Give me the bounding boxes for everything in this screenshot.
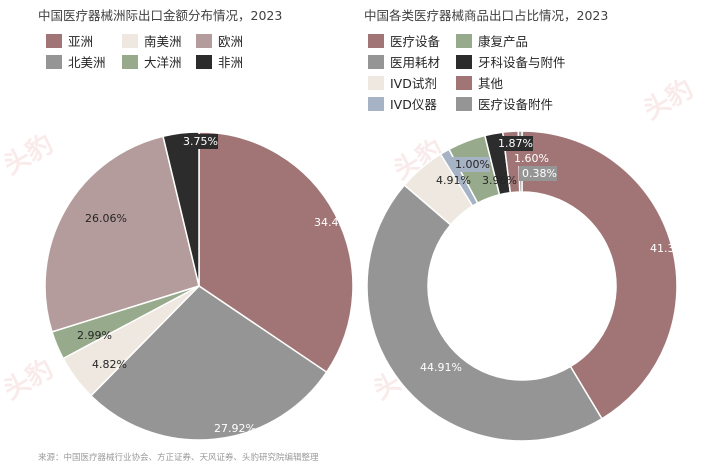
legend-label: 牙科设备与附件 <box>478 55 566 70</box>
legend-label: 南美洲 <box>144 34 182 49</box>
legend-label: 北美洲 <box>68 55 106 70</box>
chart-title: 中国各类医疗器械商品出口占比情况，2023 <box>364 8 608 23</box>
watermark-text: 头豹 <box>0 353 59 406</box>
data-labels: 41.38% 44.91% 4.91% 1.00% 3.96% 1.87% 1.60% 0.3… <box>420 136 692 374</box>
data-label: 2.99% <box>77 329 112 342</box>
legend-label: 康复产品 <box>478 34 528 49</box>
data-label: 1.00% <box>455 158 490 171</box>
data-label: 1.60% <box>514 152 549 165</box>
data-label: 0.38% <box>522 167 557 180</box>
legend-label: 大洋洲 <box>144 55 182 70</box>
legend-swatch <box>122 34 138 48</box>
legend-swatch <box>368 34 384 48</box>
legend-swatch <box>456 76 472 90</box>
legend-swatch <box>456 55 472 69</box>
legend-swatch <box>122 55 138 69</box>
slice-e4ba9ae6b4b2 <box>198 131 354 374</box>
legend-swatch <box>196 34 212 48</box>
data-label: 44.91% <box>420 361 462 374</box>
legend-swatch <box>196 55 212 69</box>
chart-title: 中国医疗器械洲际出口金额分布情况，2023 <box>38 8 282 23</box>
legend-label: 亚洲 <box>68 34 93 49</box>
legend-label: 医疗设备 <box>390 34 441 49</box>
data-label: 26.06% <box>85 212 127 225</box>
legend-label: IVD试剂 <box>390 76 437 91</box>
data-label-box <box>495 136 533 151</box>
data-label-box <box>180 134 218 149</box>
watermark-text: 头豹 <box>0 128 59 181</box>
data-label: 4.91% <box>436 174 471 187</box>
slice-e58cbbe79697e8aebee5a487 <box>521 130 678 420</box>
data-label: 3.96% <box>482 174 517 187</box>
source-note: 来源：中国医疗器械行业协会、方正证券、天风证券、头豹研究院编辑整理 <box>38 452 319 463</box>
legend-swatch <box>368 55 384 69</box>
legend-swatch <box>46 55 62 69</box>
data-label: 34.45% <box>314 216 356 229</box>
legend-label: 欧洲 <box>218 34 243 49</box>
slice-e58cbbe794a8e88097e69d90 <box>366 184 603 442</box>
data-label: 27.92% <box>214 422 256 435</box>
legend-swatch <box>456 97 472 111</box>
slice-e99d9ee6b4b2 <box>162 131 200 287</box>
data-label: 1.87% <box>498 137 533 150</box>
legend-label: 医疗设备附件 <box>478 97 553 112</box>
data-label-box <box>511 151 549 166</box>
slice-e6aca7e6b4b2 <box>44 135 200 333</box>
data-label-box <box>452 157 490 172</box>
legend-label: 医用耗材 <box>390 55 440 70</box>
legend-swatch <box>368 76 384 90</box>
slice-e58c97e7be8ee6b4b2 <box>89 285 328 441</box>
data-label: 41.38% <box>650 242 692 255</box>
data-label: 3.75% <box>183 135 218 148</box>
data-labels: 34.45% 27.92% 4.82% 2.99% 26.06% 3.75% <box>77 134 356 435</box>
legend-label: IVD仪器 <box>390 97 437 112</box>
legend-swatch <box>368 97 384 111</box>
watermark-text: 头豹 <box>638 73 699 126</box>
pie-slices <box>44 131 354 441</box>
legend-label: 非洲 <box>218 55 243 70</box>
legend-swatch <box>46 34 62 48</box>
legend-label: 其他 <box>478 76 504 91</box>
legend-swatch <box>456 34 472 48</box>
data-label: 4.82% <box>92 358 127 371</box>
data-label-box <box>519 166 557 181</box>
